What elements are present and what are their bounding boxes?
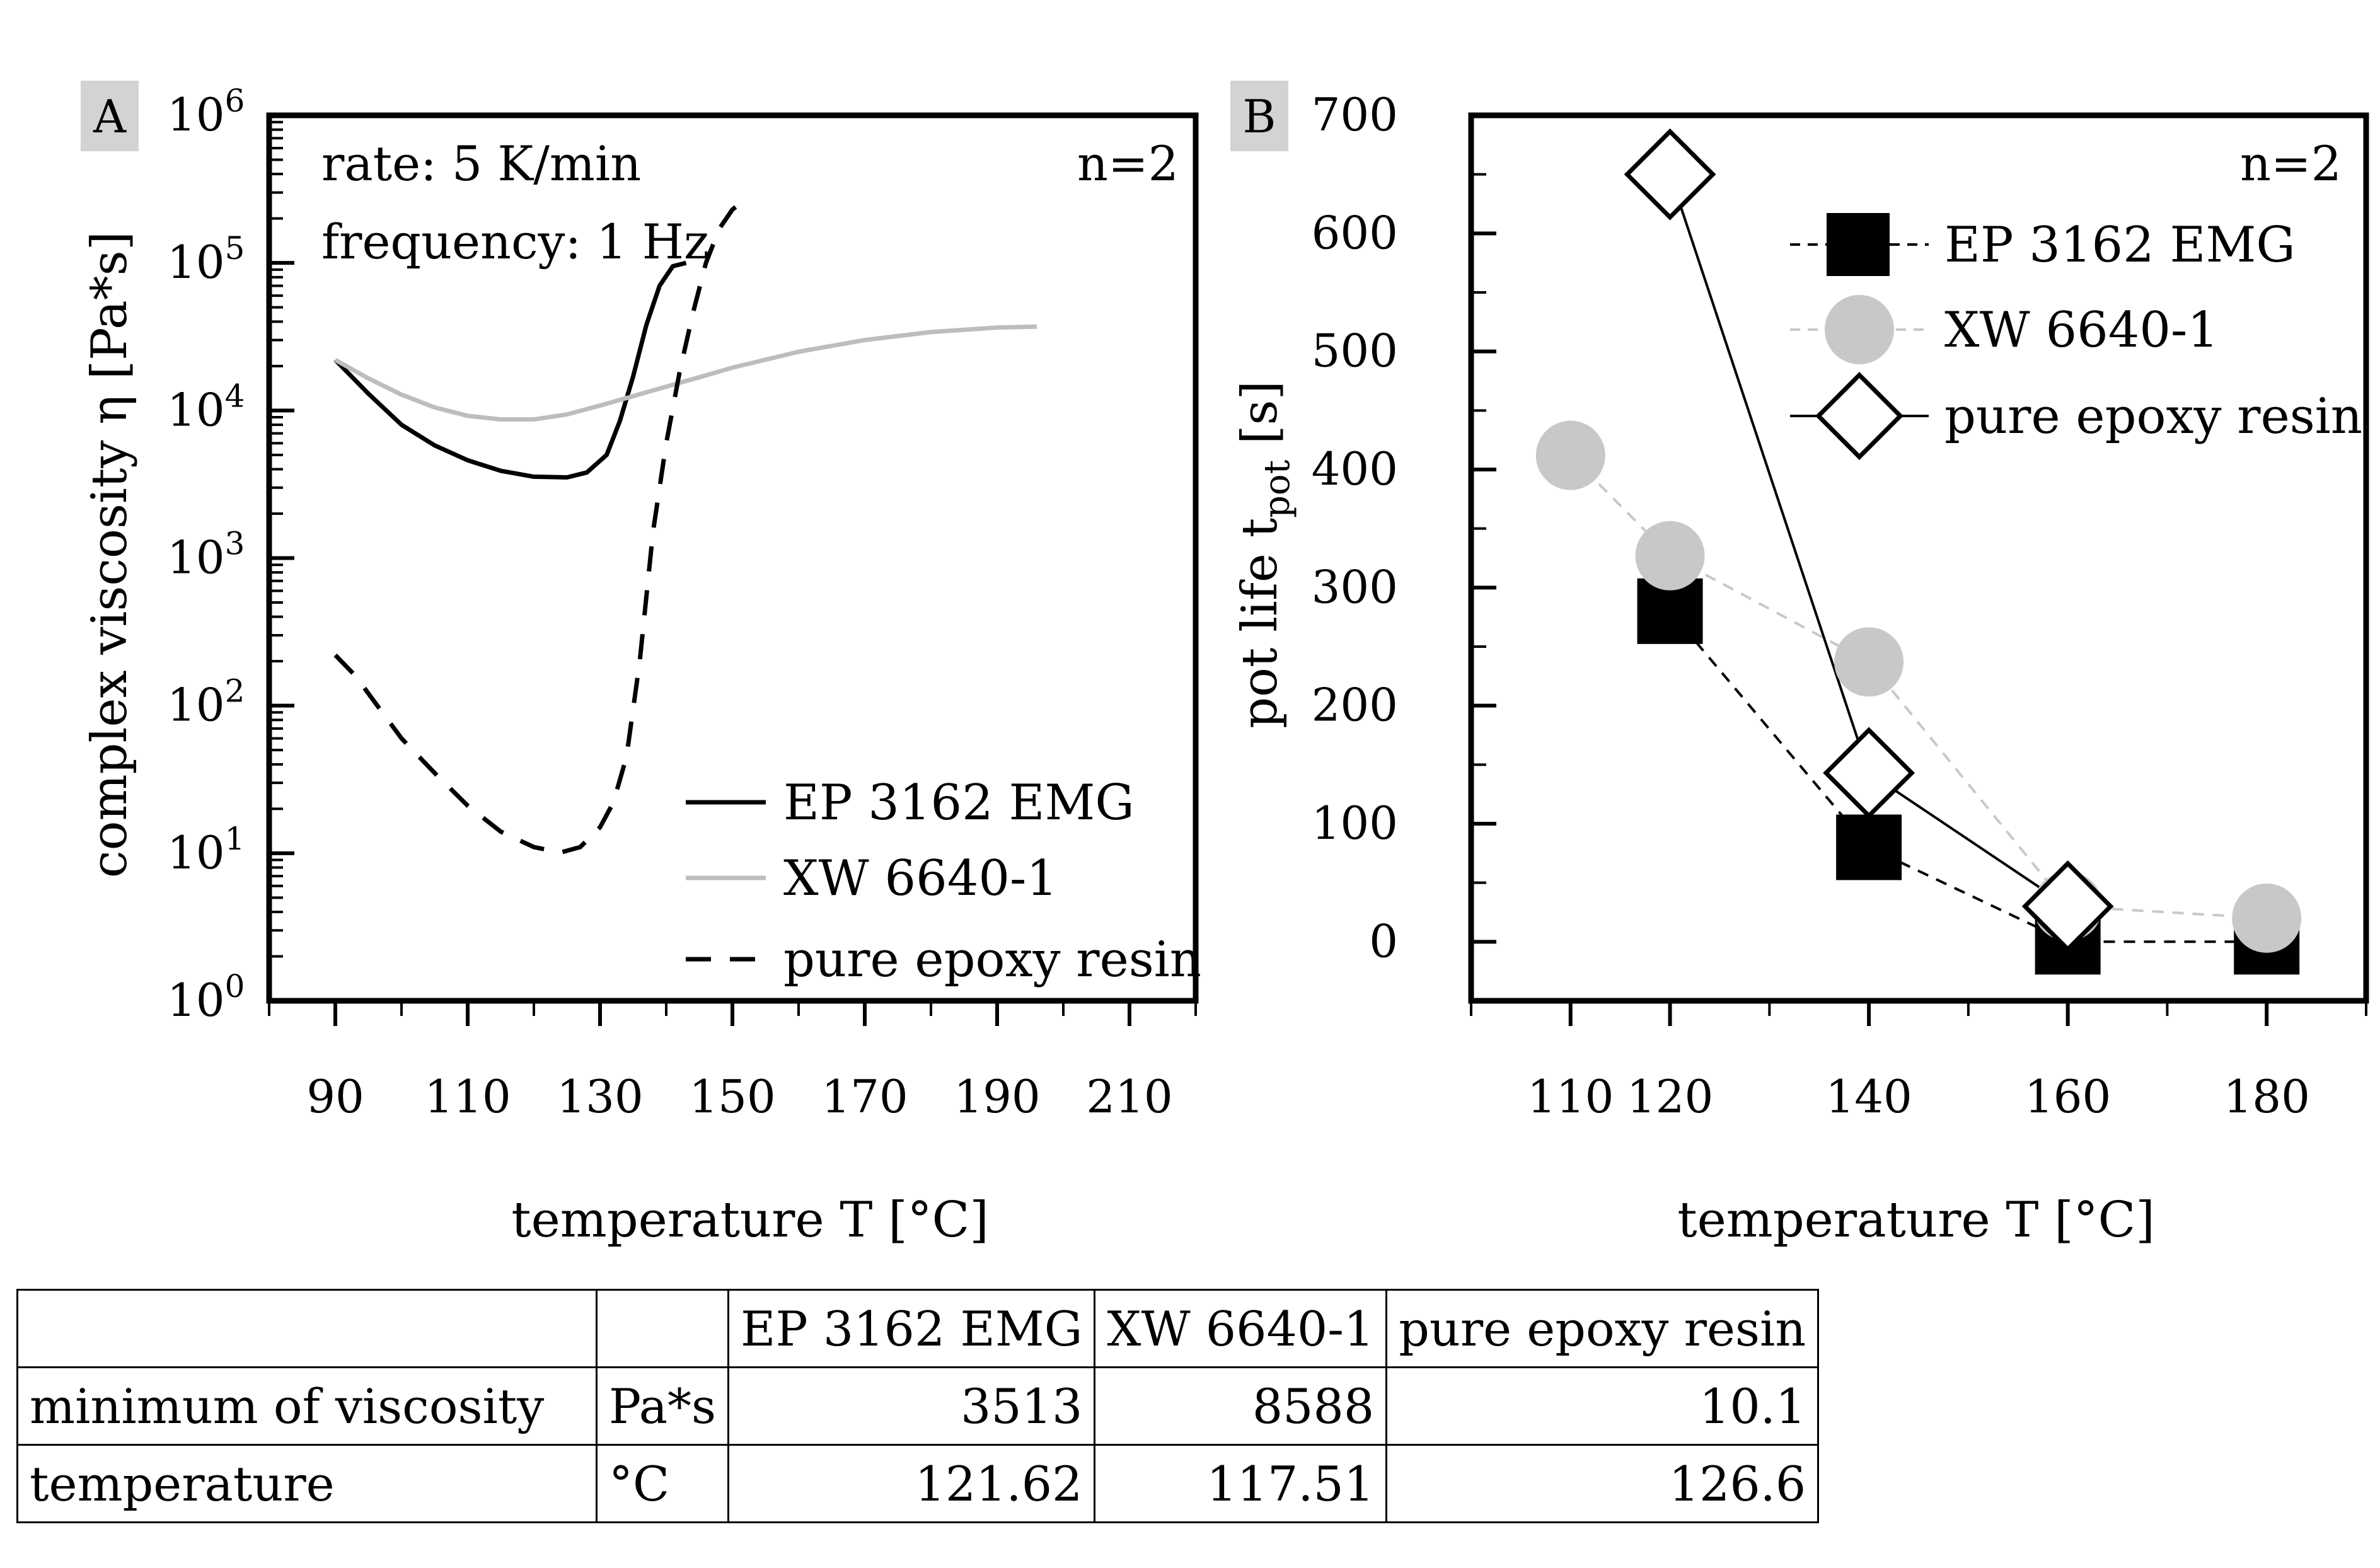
series-line-pure-epoxy-resin [333,197,748,855]
y-tick-label: 600 [1312,206,1398,259]
data-point-diamond [1823,727,1915,819]
panel-a-letter-box [81,81,139,151]
panel-b-y-axis-title-main: pot life t [1232,518,1288,729]
x-tick-label: 120 [1627,1070,1713,1123]
summary-table: EP 3162 EMG XW 6640-1 pure epoxy resin m… [16,1289,1820,1523]
panel-a-letter: A [93,90,127,143]
x-tick-label: 140 [1825,1070,1912,1123]
x-tick-label: 160 [2025,1070,2111,1123]
series-line-ep-3162-emg [1669,610,2267,943]
x-tick-label: 130 [557,1070,643,1123]
panel-b-letter: B [1243,90,1276,143]
x-tick-label: 170 [821,1070,908,1123]
data-point-square [1836,814,1902,880]
legend-b-diamond-icon [1815,372,1903,460]
legend-b-circle-icon [1825,295,1894,364]
series-line-xw-6640-1 [334,324,1037,422]
y-tick-label: 400 [1312,442,1398,495]
data-point-circle [1535,420,1605,490]
x-tick-label: 90 [306,1070,364,1123]
table-cell: Pa*s [595,1366,730,1446]
y-tick-label: 700 [1312,88,1398,141]
summary-table-container: EP 3162 EMG XW 6640-1 pure epoxy resin m… [16,1289,1820,1523]
panel-a-x-axis-title: temperature T [°C] [511,1192,989,1248]
y-tick-label: 100 [1312,797,1398,850]
table-cell: 8588 [1094,1366,1388,1446]
legend-a-label-xw6640: XW 6640-1 [783,850,1058,907]
table-cell: 3513 [727,1366,1096,1446]
legend-a-label-ep3162: EP 3162 EMG [783,775,1135,831]
panel-b-chart: B 110 120 140 160 180 0 100 200 300 400 500 600 700… [1230,81,2369,1248]
panel-b-y-axis-title: pot life tpot [s] [1232,381,1298,729]
y-tick-label: 101 [167,821,245,879]
x-tick-label: 110 [424,1070,511,1123]
y-tick-label: 102 [167,673,245,732]
table-header-cell: XW 6640-1 [1094,1289,1388,1368]
table-header-cell: pure epoxy resin [1385,1289,1820,1368]
y-tick-label: 500 [1312,325,1398,378]
table-cell: 10.1 [1385,1366,1820,1446]
panel-b-x-axis-title: temperature T [°C] [1677,1192,2155,1248]
legend-b-square-icon [1827,213,1890,276]
data-point-circle [1635,521,1705,591]
y-tick-label: 300 [1312,560,1398,613]
table-header-row: EP 3162 EMG XW 6640-1 pure epoxy resin [16,1289,1820,1368]
x-tick-label: 180 [2224,1070,2310,1123]
table-header-cell [595,1289,730,1368]
table-header-cell: EP 3162 EMG [727,1289,1096,1368]
table-cell: 121.62 [727,1444,1096,1523]
panel-b-plot-frame [1468,112,2369,1004]
table-row: temperature °C 121.62 117.51 126.6 [16,1444,1820,1523]
panel-a-annotation-frequency: frequency: 1 Hz [321,214,709,270]
y-tick-label: 104 [167,378,245,436]
legend-b-label-ep3162: EP 3162 EMG [1944,217,2296,274]
data-point-circle [2232,883,2302,953]
x-tick-label: 210 [1086,1070,1172,1123]
table-header-cell [16,1289,598,1368]
y-tick-label: 105 [167,230,245,289]
panel-b-annotation-n: n=2 [2240,135,2342,192]
panel-a-chart: A 90 110 130 150 170 190 210 100 101 102 103 104 10… [81,81,1201,1248]
y-tick-label: 200 [1312,679,1398,732]
table-cell: 126.6 [1385,1444,1820,1523]
x-tick-label: 190 [954,1070,1040,1123]
panel-a-legend: EP 3162 EMG XW 6640-1 pure epoxy resin [686,775,1201,988]
table-cell: °C [595,1444,730,1523]
series-line-ep-3162-emg [333,260,687,480]
panel-a-y-axis-title: complex viscosity η [Pa*s] [81,231,138,878]
x-tick-label: 110 [1527,1070,1614,1123]
y-tick-label: 100 [167,968,245,1027]
y-tick-label: 103 [167,526,245,584]
legend-b-label-pure-epoxy: pure epoxy resin [1944,388,2362,445]
table-row: minimum of viscosity Pa*s 3513 8588 10.1 [16,1366,1820,1446]
panel-a-annotation-rate: rate: 5 K/min [321,135,641,192]
table-cell: temperature [16,1444,598,1523]
table-cell: minimum of viscosity [16,1366,598,1446]
y-tick-label: 106 [167,83,245,141]
panel-a-annotation-n: n=2 [1077,135,1179,192]
y-tick-label: 0 [1369,914,1398,967]
panel-b-y-axis-title-unit: [s] [1232,381,1288,460]
legend-a-label-pure-epoxy: pure epoxy resin [783,931,1201,988]
data-point-diamond [1624,128,1716,221]
panel-b-legend: EP 3162 EMG XW 6640-1 pure epoxy resin [1790,213,2362,460]
table-cell: 117.51 [1094,1444,1388,1523]
x-tick-label: 150 [689,1070,775,1123]
data-point-diamond [2021,860,2114,953]
panel-b-y-axis-title-subscript: pot [1257,459,1298,518]
data-point-circle [1834,627,1904,697]
legend-b-label-xw6640: XW 6640-1 [1944,302,2219,359]
panel-b-letter-box [1230,81,1288,151]
